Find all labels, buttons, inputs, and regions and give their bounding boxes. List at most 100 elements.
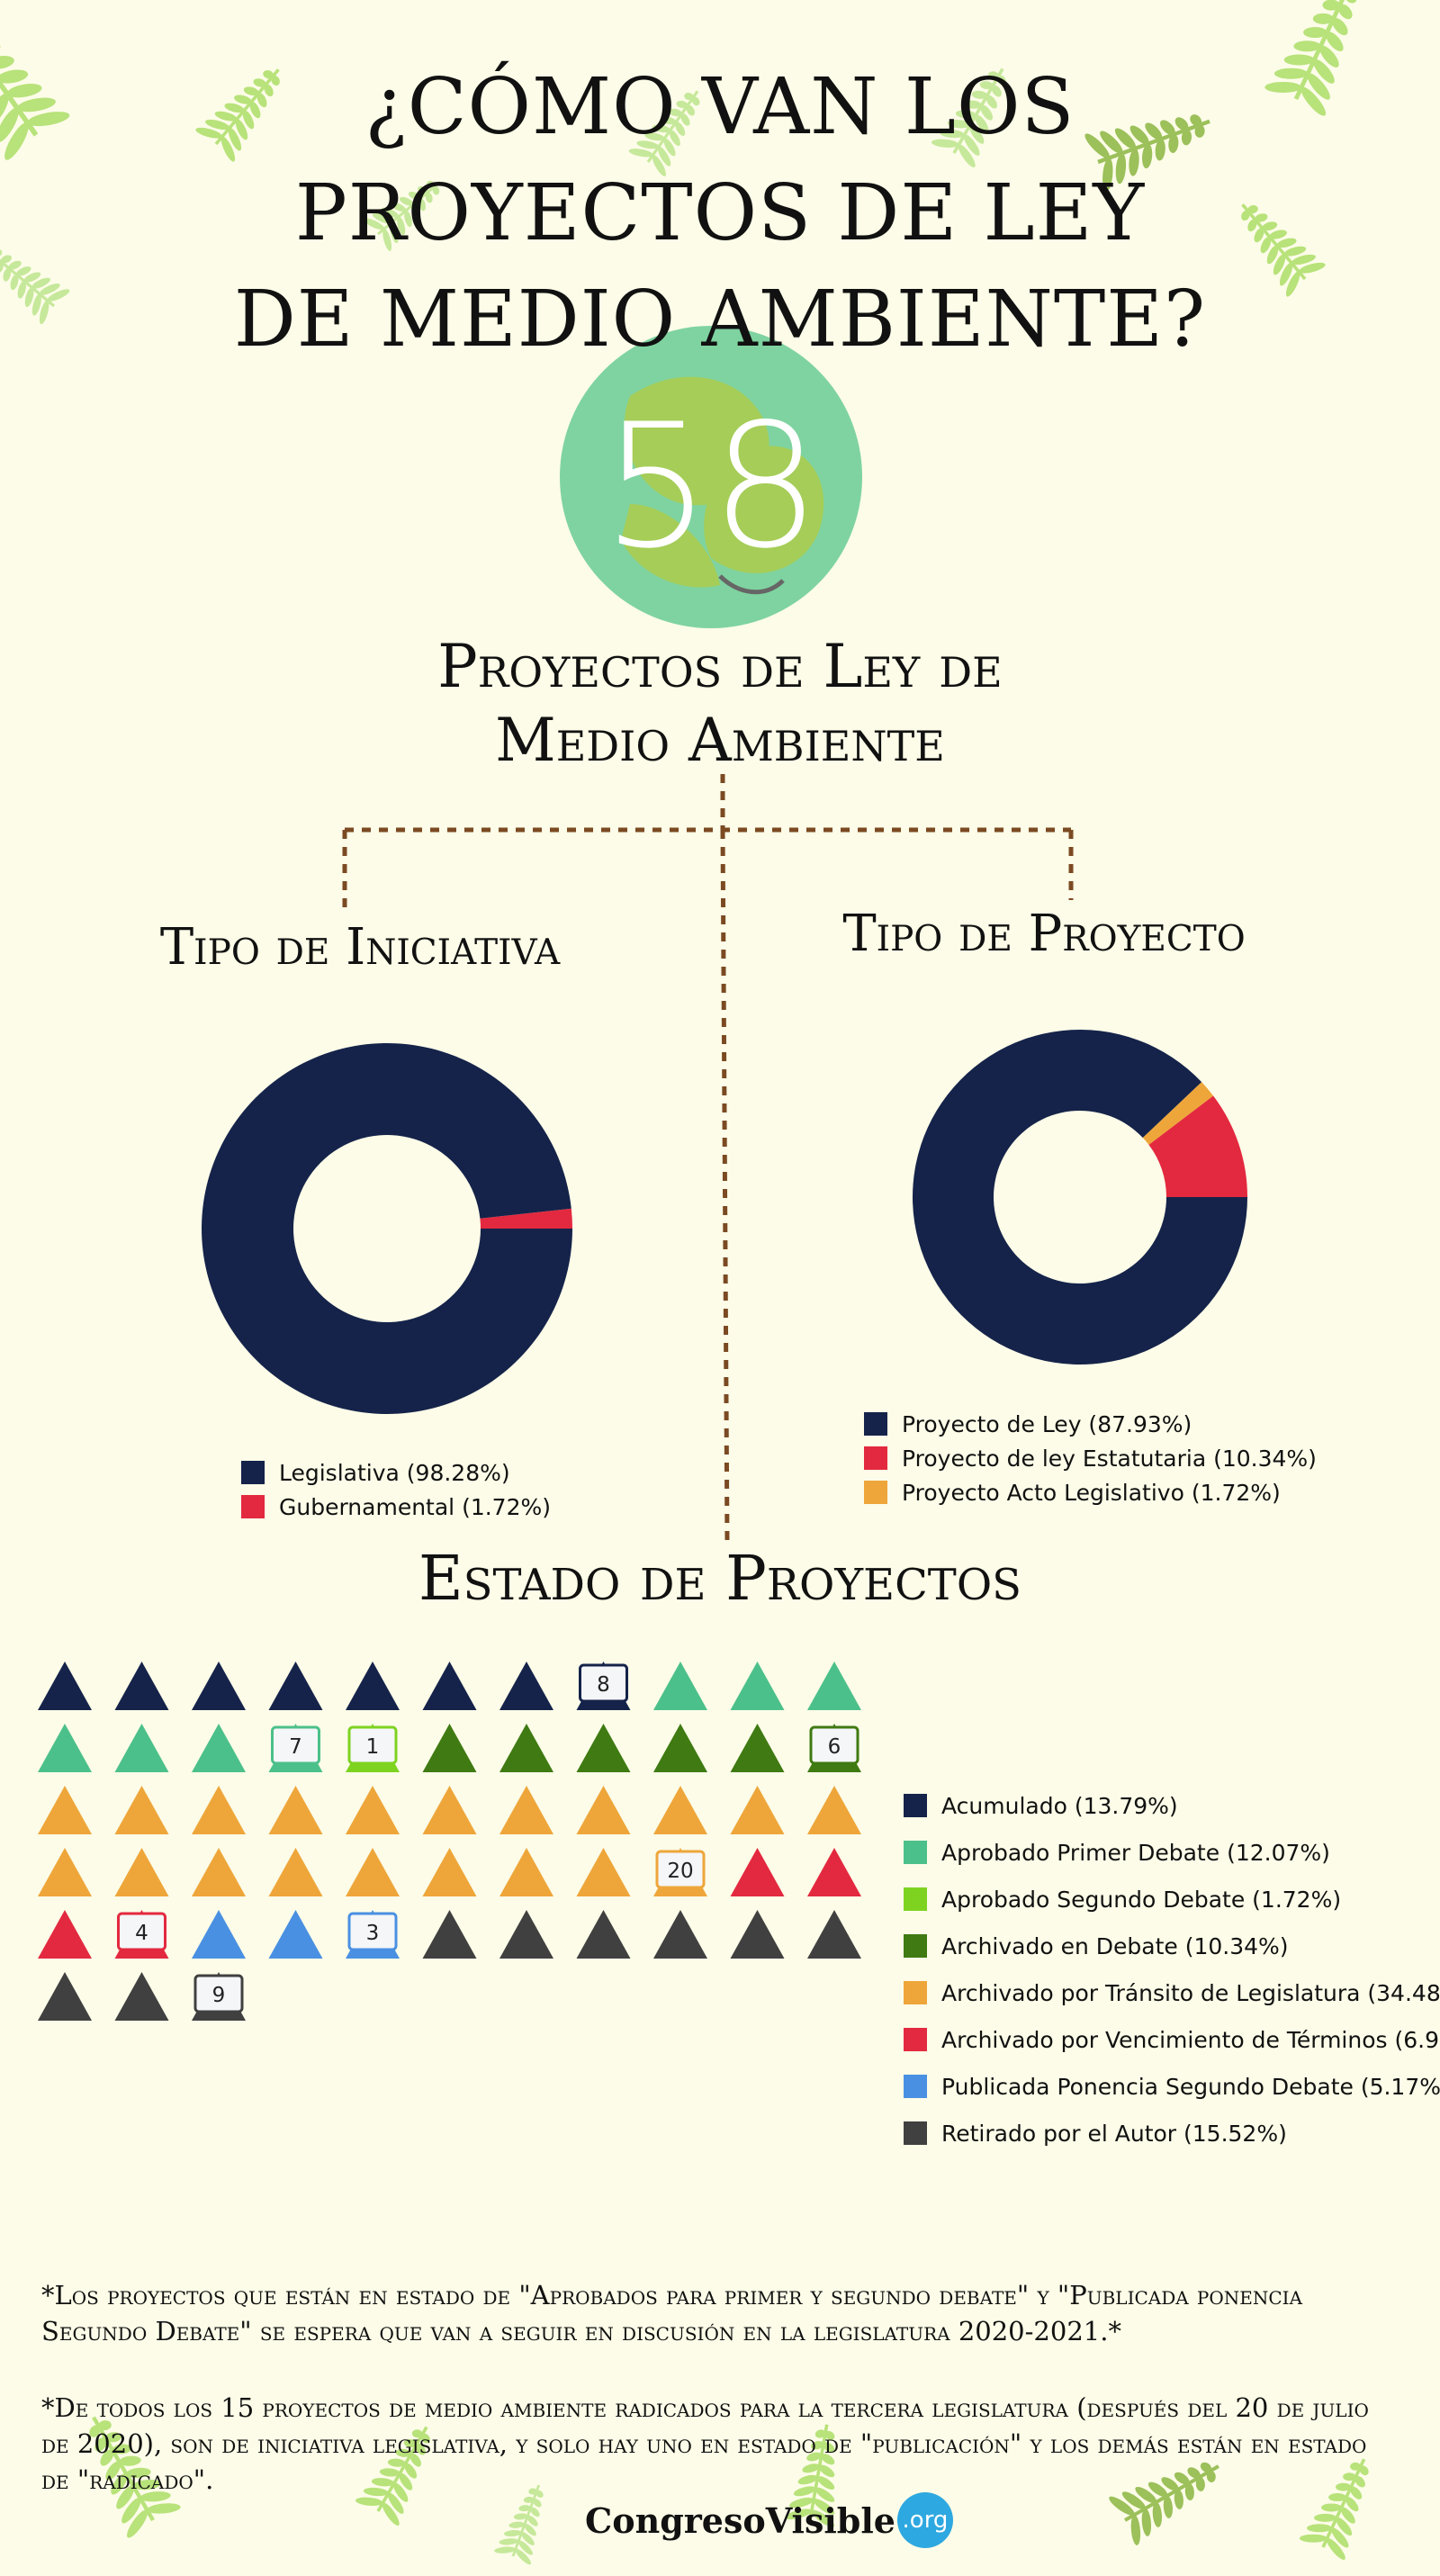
legend-swatch — [904, 2075, 927, 2098]
count-label: 4 — [117, 1912, 166, 1951]
triangle-icon — [422, 1662, 477, 1710]
logo-org-badge: .org — [897, 2492, 953, 2548]
fern-icon — [931, 68, 1006, 167]
legend-swatch — [904, 1981, 927, 2004]
triangle-icon — [500, 1724, 554, 1772]
svg-text:6: 6 — [828, 1735, 842, 1759]
fern-icon — [0, 248, 70, 325]
logo-text: CongresoVisible — [585, 2499, 896, 2541]
legend-label: Proyecto de Ley (87.93%) — [902, 1410, 1192, 1437]
triangle-icon — [346, 1786, 400, 1834]
triangle-icon — [730, 1848, 785, 1896]
triangle-icon — [38, 1972, 92, 2021]
triangle-icon — [268, 1910, 323, 1959]
triangle-icon — [192, 1724, 246, 1772]
legend-swatch — [241, 1495, 265, 1518]
legend-swatch — [904, 1887, 927, 1911]
legend-swatch — [904, 2028, 927, 2051]
triangle-icon — [38, 1848, 92, 1896]
count-label: 6 — [809, 1725, 860, 1765]
legend-label: Proyecto de ley Estatutaria (10.34%) — [902, 1445, 1317, 1472]
iniciativa-chart-title: Tipo de Iniciativa — [159, 918, 561, 977]
triangle-icon — [192, 1662, 246, 1710]
estado-chart-title: Estado de Proyectos — [418, 1544, 1022, 1615]
iniciativa-donut-chart — [202, 1042, 572, 1414]
triangle-icon — [346, 1848, 400, 1896]
donut-slice — [1142, 1082, 1214, 1145]
count-label: 20 — [655, 1850, 706, 1889]
estado-legend: Acumulado (13.79%) Aprobado Primer Debat… — [904, 1782, 1440, 2157]
triangle-icon — [114, 1724, 169, 1772]
iniciativa-legend: Legislativa (98.28%) Gubernamental (1.72… — [241, 1455, 551, 1524]
triangle-icon — [422, 1786, 477, 1834]
total-projects-label: Proyectos de Ley de Medio Ambiente — [405, 630, 1035, 778]
legend-swatch — [904, 1934, 927, 1958]
svg-text:1: 1 — [366, 1735, 380, 1759]
triangle-icon — [192, 1848, 246, 1896]
footnote-2: *De todos los 15 proyectos de medio ambi… — [41, 2392, 1369, 2495]
fern-icon — [363, 180, 441, 251]
legend-label: Archivado por Vencimiento de Términos (6… — [941, 2026, 1440, 2053]
triangle-icon — [653, 1662, 707, 1710]
legend-label: Acumulado (13.79%) — [941, 1792, 1178, 1819]
triangle-icon — [807, 1786, 861, 1834]
subtitle-line-1: Proyectos de Ley de — [437, 632, 1003, 701]
fern-icon — [494, 2484, 544, 2565]
subtitle-line-2: Medio Ambiente — [495, 706, 945, 775]
legend-swatch — [864, 1446, 887, 1470]
triangle-icon — [38, 1910, 92, 1959]
triangle-icon — [500, 1786, 554, 1834]
total-projects-count: 58 — [602, 386, 820, 586]
svg-text:7: 7 — [289, 1735, 302, 1759]
proyecto-donut-chart — [913, 1030, 1247, 1365]
count-label: 8 — [579, 1663, 628, 1703]
legend-label: Aprobado Segundo Debate (1.72%) — [941, 1886, 1342, 1913]
triangle-icon — [38, 1786, 92, 1834]
triangle-icon — [500, 1848, 554, 1896]
legend-swatch — [864, 1481, 887, 1504]
legend-swatch — [904, 2121, 927, 2145]
triangle-icon — [576, 1848, 631, 1896]
count-label: 3 — [347, 1912, 398, 1951]
title-line-1: ¿Cómo van los proyectos de ley — [294, 62, 1146, 258]
fern-icon — [1264, 0, 1357, 116]
legend-swatch — [864, 1412, 887, 1436]
svg-text:8: 8 — [597, 1673, 610, 1697]
triangle-icon — [422, 1724, 477, 1772]
proyecto-chart-title: Tipo de Proyecto — [842, 905, 1246, 963]
donut-slice — [480, 1208, 572, 1229]
legend-item: Archivado por Vencimiento de Términos (6… — [904, 2016, 1440, 2063]
legend-item: Retirado por el Autor (15.52%) — [904, 2110, 1440, 2157]
fern-icon — [355, 2426, 430, 2526]
legend-label: Aprobado Primer Debate (12.07%) — [941, 1839, 1330, 1866]
legend-label: Archivado por Tránsito de Legislatura (3… — [941, 1979, 1440, 2006]
triangle-icon — [653, 1724, 707, 1772]
legend-label: Publicada Ponencia Segundo Debate (5.17%… — [941, 2073, 1440, 2100]
legend-item: Acumulado (13.79%) — [904, 1782, 1440, 1829]
legend-item: Proyecto Acto Legislativo (1.72%) — [864, 1475, 1317, 1509]
triangle-icon — [576, 1910, 631, 1959]
page-title: ¿Cómo van los proyectos de ley de medio … — [180, 54, 1260, 373]
legend-item: Gubernamental (1.72%) — [241, 1490, 551, 1524]
triangle-icon — [268, 1662, 323, 1710]
count-label: 7 — [271, 1725, 320, 1765]
triangle-icon — [653, 1786, 707, 1834]
legend-label: Archivado en Debate (10.34%) — [941, 1932, 1289, 1959]
triangle-icon — [807, 1848, 861, 1896]
legend-item: Legislativa (98.28%) — [241, 1455, 551, 1490]
triangle-icon — [653, 1910, 707, 1959]
triangle-icon — [500, 1910, 554, 1959]
donut-slice — [913, 1030, 1247, 1365]
fern-icon — [89, 2416, 181, 2538]
legend-label: Gubernamental (1.72%) — [279, 1493, 551, 1520]
triangle-icon — [422, 1848, 477, 1896]
donut-slice — [202, 1042, 572, 1414]
legend-item: Archivado por Tránsito de Legislatura (3… — [904, 1969, 1440, 2016]
estado-pictogram-chart: 8 7 1 6 20 4 3 9 — [38, 1662, 861, 2021]
title-line-2: de medio ambiente? — [233, 275, 1207, 365]
svg-text:20: 20 — [667, 1860, 693, 1883]
fern-icon — [628, 90, 700, 176]
triangle-icon — [576, 1786, 631, 1834]
triangle-icon — [114, 1786, 169, 1834]
